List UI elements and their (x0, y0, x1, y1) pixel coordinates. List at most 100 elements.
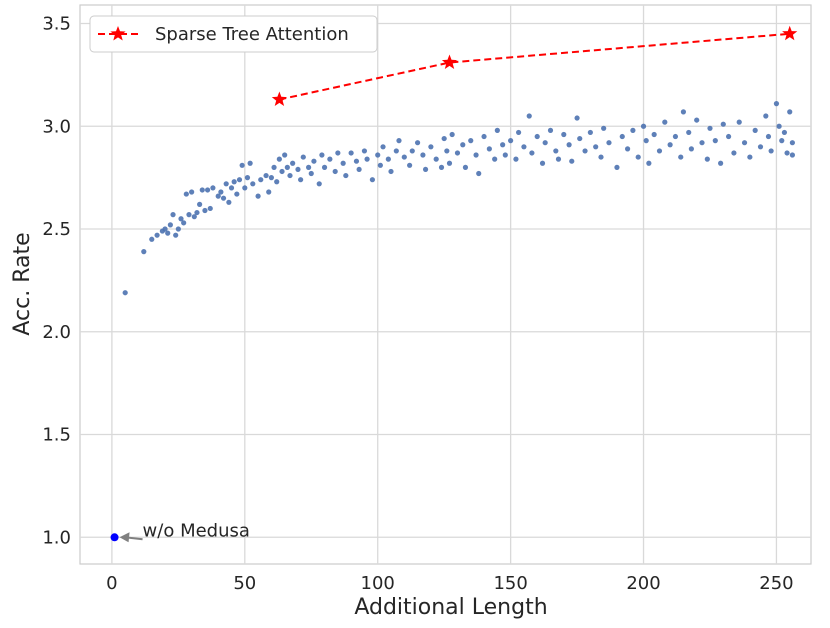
plot-area (79, 4, 812, 565)
scatter-point (776, 123, 782, 129)
scatter-point (598, 154, 604, 160)
scatter-point (747, 154, 753, 160)
scatter-point (287, 172, 293, 179)
scatter-point (220, 195, 227, 201)
scatter-point (250, 181, 256, 187)
scatter-point (284, 164, 290, 170)
scatter-point (377, 162, 383, 168)
annotation-text: w/o Medusa (143, 520, 250, 541)
scatter-point (311, 158, 317, 164)
scatter-point (508, 138, 514, 144)
scatter-point (173, 232, 179, 238)
scatter-point (561, 131, 567, 138)
scatter-point (492, 156, 498, 162)
scatter-point (502, 152, 508, 158)
scatter-point (686, 129, 692, 136)
scatter-point (327, 156, 333, 162)
scatter-point (149, 236, 155, 242)
x-tick-label: 0 (106, 573, 117, 594)
scatter-point (409, 148, 415, 154)
scatter-point (680, 109, 687, 115)
scatter-point (183, 191, 189, 197)
scatter-point (781, 129, 788, 136)
scatter-point (446, 160, 453, 166)
scatter-point (356, 166, 362, 173)
scatter-point (407, 162, 413, 168)
scatter-point (210, 185, 216, 191)
scatter-point (718, 160, 724, 166)
scatter-point (704, 156, 710, 162)
scatter-point (574, 115, 580, 121)
scatter-point (688, 146, 694, 152)
scatter-point (601, 125, 607, 131)
annotation: w/o Medusa (119, 520, 250, 543)
scatter-point (593, 144, 599, 150)
x-tick-label: 50 (233, 573, 256, 594)
scatter-point (353, 158, 360, 164)
scatter-point (388, 168, 394, 175)
scatter-point (547, 127, 554, 133)
x-tick-label: 250 (759, 573, 793, 594)
scatter-point (553, 148, 559, 154)
scatter-point (263, 172, 269, 179)
scatter-point (236, 177, 243, 183)
scatter-point (154, 232, 160, 238)
scatter-point (298, 177, 304, 183)
scatter-point (319, 152, 325, 158)
scatter-point (181, 220, 187, 226)
legend-box (89, 15, 378, 53)
scatter-point (587, 129, 593, 136)
scatter-point (643, 138, 649, 144)
scatter-point (577, 135, 583, 142)
scatter-point (768, 148, 774, 154)
sparse-tree-series (271, 25, 798, 106)
scatter-point (401, 154, 407, 160)
scatter-point (720, 121, 726, 127)
sparse-tree-line (279, 32, 790, 101)
scatter-point (582, 148, 588, 154)
x-tick-label: 100 (361, 573, 395, 594)
scatter-point (279, 168, 285, 175)
scatter-point (662, 119, 668, 125)
y-axis-label: Acc. Rate (10, 232, 35, 335)
scatter-point (521, 144, 527, 150)
scatter-point (207, 205, 213, 212)
x-tick-label: 200 (626, 573, 660, 594)
scatter-point (672, 133, 679, 140)
scatter-point (468, 138, 474, 144)
scatter-point (239, 162, 245, 168)
scatter-point (340, 160, 346, 166)
scatter-point (566, 142, 572, 148)
sparse-tree-star-marker (271, 91, 287, 106)
scatter-point (779, 138, 785, 144)
scatter-point (513, 156, 519, 162)
scatter-point (197, 201, 203, 207)
scatter-point (422, 166, 429, 173)
scatter-point (500, 142, 506, 148)
sparse-tree-star-marker (441, 54, 458, 69)
scatter-point (332, 168, 338, 175)
scatter-point (300, 154, 306, 160)
scatter-point (274, 179, 280, 185)
scatter-point (321, 164, 328, 170)
scatter-point (624, 146, 631, 152)
scatter-point (438, 164, 445, 170)
scatter-point (175, 226, 181, 232)
y-tick-label: 1.0 (42, 527, 71, 548)
scatter-point (228, 185, 235, 191)
scatter-point (476, 170, 482, 177)
scatter-point (646, 160, 652, 166)
scatter-point (441, 135, 447, 142)
scatter-point (678, 154, 684, 160)
scatter-point (473, 152, 479, 158)
scatter-point (231, 179, 237, 185)
scatter-point (784, 150, 790, 156)
scatter-point (481, 133, 487, 140)
scatter-point (763, 113, 769, 119)
scatter-point (295, 166, 301, 173)
scatter-points (122, 101, 795, 296)
scatter-point (414, 140, 421, 146)
scatter-point (385, 156, 391, 162)
scatter-point (640, 123, 647, 129)
